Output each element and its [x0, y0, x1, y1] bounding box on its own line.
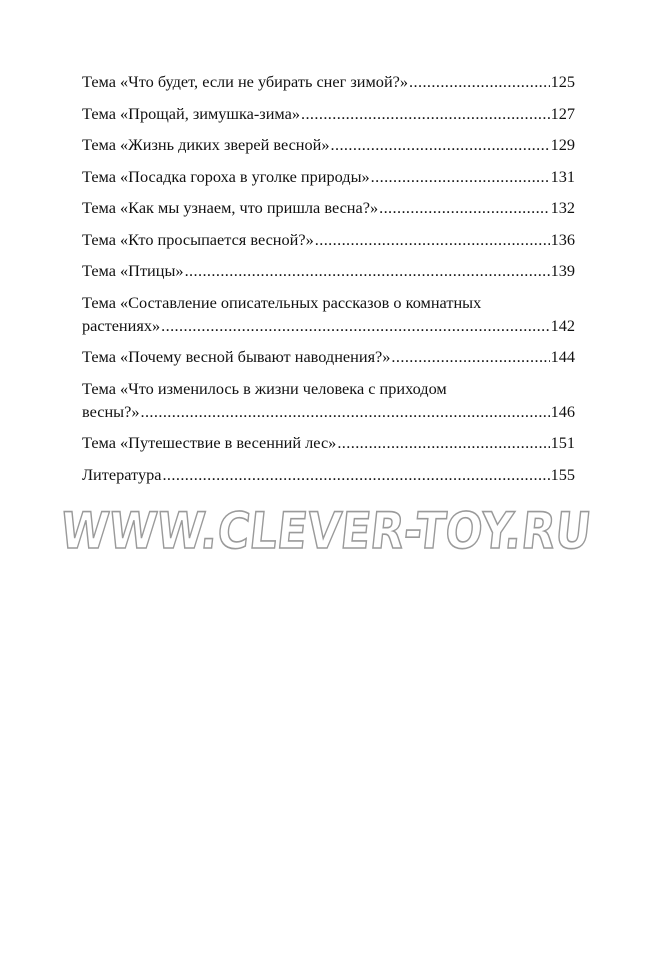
toc-entry-line: Тема «Жизнь диких зверей весной» 129 [82, 133, 575, 156]
toc-entry-line: Литература 155 [82, 463, 575, 486]
toc-entry-line: Тема «Составление описательных рассказов… [82, 291, 575, 314]
dot-leader [301, 102, 550, 125]
toc-page-number: 139 [550, 261, 575, 280]
toc-entry-title: Тема «Кто просыпается весной?» [82, 229, 314, 249]
toc-entry[interactable]: Тема «Птицы» 139 [82, 259, 575, 282]
toc-entry-line: Тема «Почему весной бывают наводнения?» … [82, 345, 575, 368]
dot-leader [185, 259, 550, 282]
toc-page-number: 125 [550, 72, 575, 91]
toc-entry-title: Тема «Птицы» [82, 261, 184, 280]
toc-page-number: 127 [550, 103, 575, 123]
toc-entry-line: Тема «Что будет, если не убирать снег зи… [82, 70, 575, 93]
toc-entry-line: Тема «Как мы узнаем, что пришла весна?» 1… [82, 196, 575, 219]
toc-page-number: 142 [550, 315, 575, 335]
watermark-text: WWW.CLEVER-TOY.RU [58, 501, 594, 560]
toc-entry-line: растениях» 142 [82, 314, 575, 337]
toc-entry-title: Тема «Почему весной бывают наводнения?» [82, 347, 391, 366]
toc-entry-title: Тема «Путешествие в весенний лес» [82, 433, 337, 452]
toc-entry[interactable]: Литература 155 [82, 463, 575, 486]
toc-page-number: 144 [550, 347, 575, 366]
toc-page-number: 131 [550, 166, 575, 186]
dot-leader [315, 228, 550, 251]
toc-entry-title: Тема «Прощай, зимушка-зима» [82, 103, 300, 123]
dot-leader [409, 70, 550, 93]
toc-entry-line: Тема «Прощай, зимушка-зима» 127 [82, 102, 575, 125]
toc-entry-title: Тема «Что будет, если не убирать снег зи… [82, 72, 409, 91]
toc-entry-title: растениях» [82, 315, 161, 335]
watermark: WWW.CLEVER-TOY.RU [57, 500, 595, 560]
toc-entry[interactable]: Тема «Что будет, если не убирать снег зи… [82, 70, 575, 93]
toc-entry-line: Тема «Птицы» 139 [82, 259, 575, 282]
dot-leader [391, 345, 549, 368]
toc-entry-line: Тема «Что изменилось в жизни человека с … [82, 377, 575, 400]
toc-entry[interactable]: Тема «Что изменилось в жизни человека с … [82, 377, 575, 423]
toc-page-number: 136 [550, 229, 575, 249]
dot-leader [331, 133, 550, 156]
toc-entry-title: Тема «Как мы узнаем, что пришла весна?» [82, 198, 379, 217]
dot-leader [140, 400, 549, 423]
toc-entry-title: Тема «Посадка гороха в уголке природы» [82, 166, 370, 186]
toc-entry[interactable]: Тема «Посадка гороха в уголке природы» 1… [82, 165, 575, 188]
toc-page-number: 129 [550, 135, 575, 154]
toc-entry-title: Литература [82, 464, 162, 484]
toc-entry-title: Тема «Что изменилось в жизни человека с … [82, 378, 447, 398]
toc-entry[interactable]: Тема «Жизнь диких зверей весной» 129 [82, 133, 575, 156]
toc-entry-line: Тема «Путешествие в весенний лес» 151 [82, 431, 575, 454]
dot-leader [162, 463, 549, 486]
toc-entry[interactable]: Тема «Почему весной бывают наводнения?» … [82, 345, 575, 368]
table-of-contents: Тема «Что будет, если не убирать снег зи… [82, 70, 575, 494]
toc-page-number: 155 [550, 464, 575, 484]
toc-entry[interactable]: Тема «Как мы узнаем, что пришла весна?» 1… [82, 196, 575, 219]
toc-entry-line: Тема «Посадка гороха в уголке природы» 1… [82, 165, 575, 188]
toc-entry[interactable]: Тема «Прощай, зимушка-зима» 127 [82, 102, 575, 125]
toc-page-number: 132 [550, 198, 575, 217]
toc-entry-line: весны?» 146 [82, 400, 575, 423]
toc-entry[interactable]: Тема «Путешествие в весенний лес» 151 [82, 431, 575, 454]
toc-entry-title: Тема «Составление описательных рассказов… [82, 292, 482, 312]
toc-entry[interactable]: Тема «Кто просыпается весной?» 136 [82, 228, 575, 251]
dot-leader [161, 314, 549, 337]
toc-entry-title: весны?» [82, 401, 140, 421]
toc-entry-line: Тема «Кто просыпается весной?» 136 [82, 228, 575, 251]
dot-leader [379, 196, 549, 219]
toc-page-number: 146 [550, 401, 575, 421]
toc-entry[interactable]: Тема «Составление описательных рассказов… [82, 291, 575, 337]
toc-page-number: 151 [550, 433, 575, 452]
toc-entry-title: Тема «Жизнь диких зверей весной» [82, 135, 330, 154]
dot-leader [371, 165, 550, 188]
dot-leader [337, 431, 549, 454]
